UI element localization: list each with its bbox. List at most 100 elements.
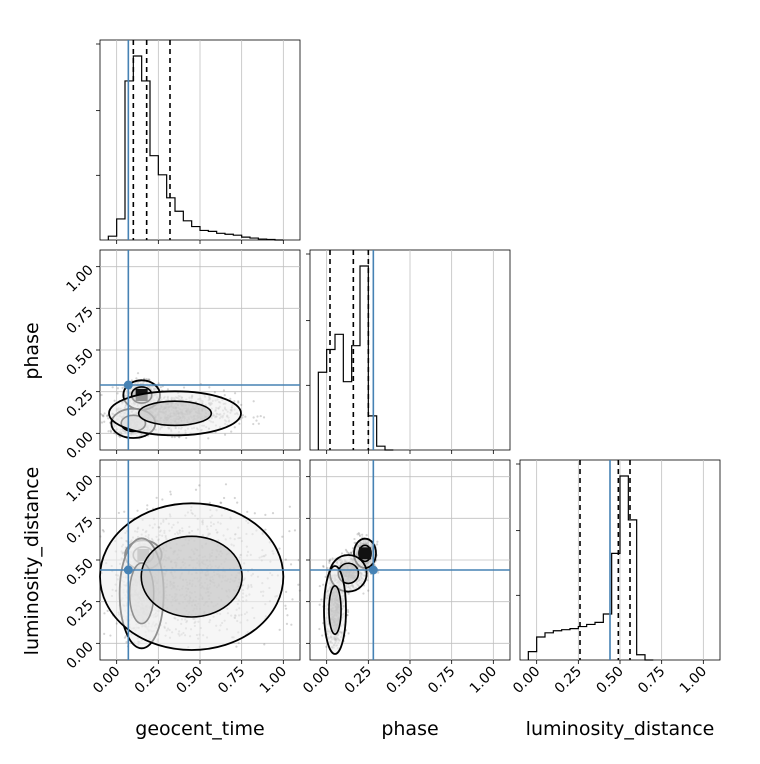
scatter-geocent-time-vs-luminosity-distance-point <box>234 497 236 499</box>
scatter-geocent-time-vs-luminosity-distance-point <box>291 598 293 600</box>
scatter-geocent-time-vs-phase-point <box>240 404 242 406</box>
scatter-geocent-time-vs-luminosity-distance-point <box>279 629 281 631</box>
scatter-geocent-time-vs-luminosity-distance-xtick-label-2: 0.50 <box>173 664 206 697</box>
scatter-geocent-time-vs-luminosity-distance-ytick-label-1: 0.25 <box>63 597 96 630</box>
scatter-geocent-time-vs-luminosity-distance-point <box>285 591 287 593</box>
scatter-geocent-time-vs-luminosity-distance-xtick-label-0: 0.00 <box>90 664 123 697</box>
scatter-geocent-time-vs-phase-point <box>101 421 103 423</box>
scatter-geocent-time-vs-luminosity-distance-point <box>225 483 227 485</box>
scatter-geocent-time-vs-phase-point <box>256 415 258 417</box>
scatter-geocent-time-vs-luminosity-distance-point <box>146 504 148 506</box>
scatter-geocent-time-vs-luminosity-distance-truth-marker <box>124 566 133 575</box>
scatter-geocent-time-vs-luminosity-distance-point <box>136 510 138 512</box>
scatter-geocent-time-vs-phase-point <box>100 394 102 396</box>
scatter-phase-vs-luminosity-distance-point <box>345 549 347 551</box>
scatter-geocent-time-vs-phase-point <box>104 412 106 414</box>
scatter-geocent-time-vs-phase-point <box>238 423 240 425</box>
scatter-geocent-time-vs-luminosity-distance-point <box>299 590 301 592</box>
scatter-geocent-time-vs-luminosity-distance-point <box>209 502 211 504</box>
scatter-geocent-time-vs-phase-point <box>135 377 137 379</box>
scatter-geocent-time-vs-phase-point <box>223 389 225 391</box>
hist-luminosity-distance-xtick-label-1: 0.25 <box>552 664 585 697</box>
scatter-geocent-time-vs-luminosity-distance-point <box>161 498 163 500</box>
scatter-phase-vs-luminosity-distance-point <box>361 534 363 536</box>
scatter-geocent-time-vs-luminosity-distance-point <box>124 637 126 639</box>
scatter-geocent-time-vs-luminosity-distance-point <box>123 511 125 513</box>
scatter-geocent-time-vs-phase-point <box>242 414 244 416</box>
scatter-geocent-time-vs-phase-point <box>260 415 262 417</box>
scatter-geocent-time-vs-luminosity-distance-point <box>103 612 105 614</box>
scatter-geocent-time-vs-luminosity-distance-point <box>116 622 118 624</box>
scatter-geocent-time-vs-phase-point <box>237 402 239 404</box>
scatter-geocent-time-vs-luminosity-distance-point <box>285 608 287 610</box>
scatter-phase-vs-luminosity-distance-point <box>358 533 360 535</box>
scatter-geocent-time-vs-luminosity-distance-point <box>285 558 287 560</box>
scatter-geocent-time-vs-luminosity-distance-point <box>246 511 248 513</box>
scatter-geocent-time-vs-phase-truth-marker <box>124 381 133 390</box>
scatter-geocent-time-vs-luminosity-distance-point <box>263 643 265 645</box>
scatter-geocent-time-vs-luminosity-distance-point <box>290 624 292 626</box>
scatter-geocent-time-vs-phase-point <box>253 416 255 418</box>
scatter-geocent-time-vs-phase-point <box>183 386 185 388</box>
scatter-geocent-time-vs-luminosity-distance-contour-inner-2 <box>141 536 242 617</box>
scatter-geocent-time-vs-phase-point <box>117 387 119 389</box>
hist-luminosity-distance-xtick-label-0: 0.00 <box>510 664 543 697</box>
scatter-geocent-time-vs-phase-point <box>224 434 226 436</box>
scatter-geocent-time-vs-luminosity-distance-point <box>236 502 238 504</box>
scatter-phase-vs-luminosity-distance-point <box>322 566 324 568</box>
scatter-geocent-time-vs-luminosity-distance-xtick-label-1: 0.25 <box>132 664 165 697</box>
scatter-geocent-time-vs-phase-point <box>171 436 173 438</box>
scatter-geocent-time-vs-luminosity-distance-point <box>235 646 237 648</box>
scatter-geocent-time-vs-phase-point <box>110 430 112 432</box>
scatter-geocent-time-vs-phase-point <box>214 391 216 393</box>
scatter-geocent-time-vs-luminosity-distance-point <box>223 497 225 499</box>
scatter-geocent-time-vs-phase-point <box>207 437 209 439</box>
scatter-geocent-time-vs-luminosity-distance-point <box>286 623 288 625</box>
scatter-geocent-time-vs-phase-ytick-label-3: 0.75 <box>63 304 96 337</box>
scatter-geocent-time-vs-phase-contour-inner-2 <box>139 401 212 425</box>
scatter-geocent-time-vs-phase-point <box>103 421 105 423</box>
scatter-phase-vs-luminosity-distance-point <box>353 538 355 540</box>
scatter-geocent-time-vs-phase-ytick-label-2: 0.50 <box>63 346 96 379</box>
scatter-phase-vs-luminosity-distance-point <box>326 567 328 569</box>
scatter-geocent-time-vs-luminosity-distance-point <box>290 563 292 565</box>
scatter-geocent-time-vs-phase-point <box>167 388 169 390</box>
scatter-geocent-time-vs-luminosity-distance-point <box>125 641 127 643</box>
scatter-geocent-time-vs-luminosity-distance-point <box>238 642 240 644</box>
scatter-geocent-time-vs-luminosity-distance-ytick-label-4: 1.00 <box>63 472 96 505</box>
scatter-geocent-time-vs-luminosity-distance-point <box>298 559 300 561</box>
scatter-geocent-time-vs-phase-point <box>253 400 255 402</box>
scatter-geocent-time-vs-luminosity-distance-point <box>169 491 171 493</box>
scatter-geocent-time-vs-luminosity-distance-point <box>102 529 104 531</box>
scatter-phase-vs-luminosity-distance-point <box>376 541 378 543</box>
scatter-geocent-time-vs-phase-point <box>107 430 109 432</box>
scatter-geocent-time-vs-phase-point <box>229 398 231 400</box>
scatter-geocent-time-vs-phase-point <box>143 378 145 380</box>
scatter-geocent-time-vs-phase-ytick-label-4: 1.00 <box>63 262 96 295</box>
scatter-geocent-time-vs-luminosity-distance-point <box>156 497 158 499</box>
scatter-geocent-time-vs-phase-point <box>116 392 118 394</box>
scatter-geocent-time-vs-phase-point <box>107 417 109 419</box>
scatter-geocent-time-vs-luminosity-distance-point <box>109 634 111 636</box>
scatter-geocent-time-vs-phase-point <box>174 436 176 438</box>
hist-luminosity-distance-xtick-label-2: 0.50 <box>593 664 626 697</box>
scatter-geocent-time-vs-luminosity-distance-point <box>254 512 256 514</box>
scatter-geocent-time-vs-phase-point <box>230 430 232 432</box>
hist-luminosity-distance-xtick-label-3: 0.75 <box>635 664 668 697</box>
scatter-phase-vs-luminosity-distance-point <box>362 592 364 594</box>
scatter-geocent-time-vs-luminosity-distance-point <box>281 536 283 538</box>
scatter-phase-vs-luminosity-distance-point <box>376 543 378 545</box>
scatter-geocent-time-vs-luminosity-distance-point <box>264 514 266 516</box>
scatter-geocent-time-vs-luminosity-distance-point <box>286 614 288 616</box>
scatter-geocent-time-vs-luminosity-distance-point <box>195 489 197 491</box>
scatter-geocent-time-vs-phase-point <box>252 423 254 425</box>
scatter-geocent-time-vs-luminosity-distance-ytick-label-3: 0.75 <box>63 514 96 547</box>
scatter-phase-vs-luminosity-distance-point <box>377 572 379 574</box>
scatter-geocent-time-vs-phase-point <box>208 386 210 388</box>
scatter-phase-vs-luminosity-distance-point <box>348 593 350 595</box>
scatter-phase-vs-luminosity-distance-point <box>354 542 356 544</box>
scatter-geocent-time-vs-luminosity-distance-point <box>118 512 120 514</box>
scatter-geocent-time-vs-luminosity-distance-point <box>198 484 200 486</box>
